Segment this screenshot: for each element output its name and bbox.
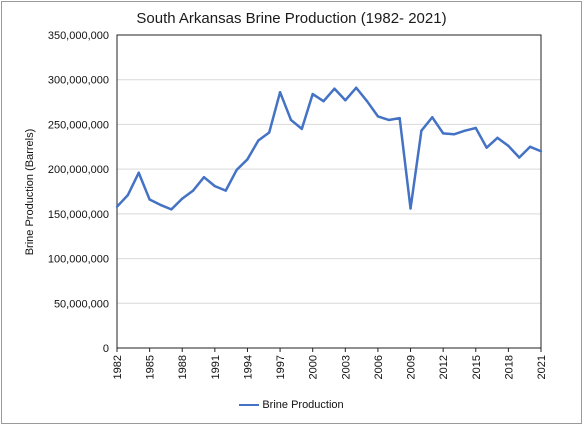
data-point bbox=[137, 171, 140, 174]
x-tick-label: 1991 bbox=[210, 355, 222, 379]
data-point bbox=[300, 127, 304, 131]
data-point bbox=[485, 146, 488, 149]
data-point bbox=[387, 118, 390, 122]
data-point bbox=[507, 144, 510, 148]
legend-line-swatch bbox=[239, 404, 260, 407]
data-point bbox=[333, 87, 336, 90]
y-tick-label: 0 bbox=[103, 343, 109, 355]
plot-area-border bbox=[116, 34, 542, 349]
data-point bbox=[278, 91, 282, 94]
data-point bbox=[126, 193, 130, 197]
x-tick-label: 2021 bbox=[536, 355, 548, 379]
data-point bbox=[409, 207, 412, 210]
data-point bbox=[528, 145, 532, 148]
y-tick-label: 300,000,000 bbox=[48, 75, 109, 87]
data-point bbox=[224, 189, 227, 192]
data-point bbox=[474, 126, 477, 130]
data-point bbox=[170, 208, 173, 211]
data-point bbox=[268, 131, 271, 134]
x-tick-label: 2003 bbox=[340, 355, 352, 379]
data-point bbox=[311, 92, 314, 96]
gridlines bbox=[117, 34, 541, 304]
data-point bbox=[354, 86, 358, 89]
data-point bbox=[496, 136, 499, 140]
legend-entry-brine-production: Brine Production bbox=[262, 399, 344, 411]
data-point bbox=[539, 150, 543, 153]
data-point bbox=[518, 156, 521, 159]
y-tick-label: 200,000,000 bbox=[48, 164, 109, 176]
x-tick-label: 1994 bbox=[242, 355, 254, 379]
data-point bbox=[289, 118, 293, 122]
x-tick-label: 1985 bbox=[145, 355, 157, 379]
x-tick-labels: 1982 1985 1988 1991 1994 1997 2000 2003 2006 2009… bbox=[112, 355, 548, 379]
data-point bbox=[191, 189, 195, 192]
x-tick-label: 1982 bbox=[112, 355, 124, 379]
series-line-brine-production bbox=[116, 86, 542, 211]
x-tick-label: 2009 bbox=[406, 355, 418, 379]
data-point bbox=[257, 139, 260, 142]
x-tick-label: 2015 bbox=[471, 355, 483, 379]
data-point bbox=[159, 203, 162, 207]
x-tick-label: 1988 bbox=[177, 355, 189, 379]
data-point bbox=[235, 168, 238, 172]
data-point bbox=[441, 132, 445, 135]
y-tick-label: 50,000,000 bbox=[54, 298, 109, 310]
data-point bbox=[344, 99, 347, 102]
data-point bbox=[463, 129, 467, 132]
chart-title: South Arkansas Brine Production (1982- 2… bbox=[136, 10, 447, 27]
data-point bbox=[398, 116, 401, 120]
data-point bbox=[202, 175, 206, 179]
data-point bbox=[431, 116, 434, 119]
y-tick-label: 250,000,000 bbox=[48, 119, 109, 131]
y-tick-label: 150,000,000 bbox=[48, 209, 109, 221]
x-tick-label: 2006 bbox=[373, 355, 385, 379]
y-axis-label: Brine Production (Barrels) bbox=[24, 129, 36, 256]
data-point bbox=[246, 158, 249, 161]
y-tick-labels: 0 50,000,000 100,000,000 150,000,000 200,000… bbox=[48, 30, 109, 355]
legend: Brine Production bbox=[0, 399, 583, 411]
data-point bbox=[181, 197, 184, 200]
x-tick-label: 1997 bbox=[275, 355, 287, 379]
y-tick-label: 100,000,000 bbox=[48, 254, 109, 266]
x-tick-label: 2018 bbox=[503, 355, 515, 379]
x-tick-label: 2000 bbox=[308, 355, 320, 379]
data-point bbox=[115, 205, 119, 208]
data-point bbox=[452, 133, 456, 136]
data-point bbox=[420, 129, 423, 132]
series-group bbox=[115, 86, 543, 211]
data-point bbox=[376, 115, 380, 118]
data-point bbox=[213, 184, 217, 188]
x-tick-label: 2012 bbox=[438, 355, 450, 379]
axes bbox=[116, 34, 542, 352]
data-point bbox=[148, 198, 151, 201]
data-point bbox=[365, 99, 369, 103]
y-tick-label: 350,000,000 bbox=[48, 30, 109, 42]
data-point bbox=[322, 99, 325, 103]
